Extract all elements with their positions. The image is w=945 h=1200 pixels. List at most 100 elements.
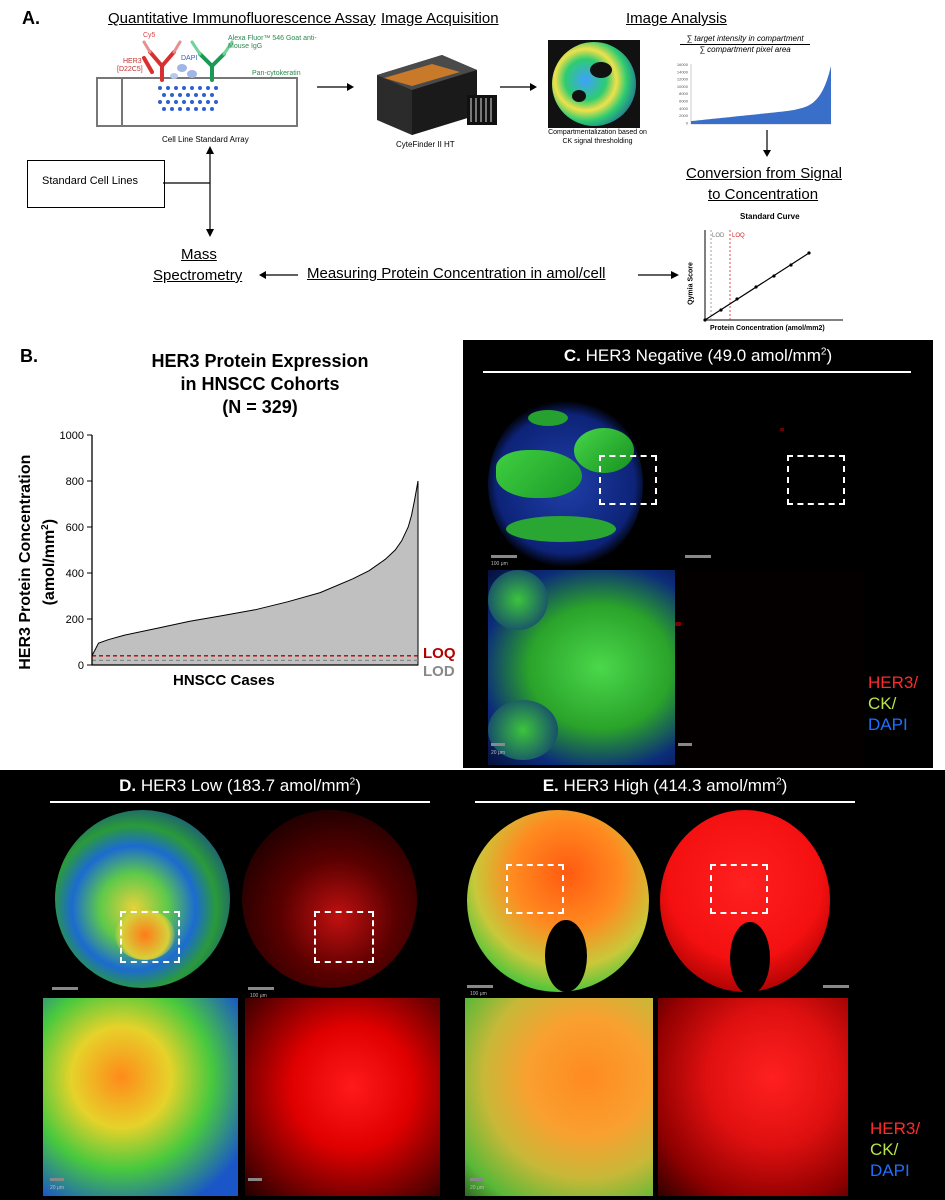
formula: ∑ target intensity in compartment ∑ comp…: [680, 34, 810, 54]
panel-d-overview-merged: [55, 810, 230, 988]
mini-tick-label: 10000: [677, 84, 689, 89]
her3-chart: 0 200 400 600 800 1000: [60, 430, 420, 672]
mass-label-1: Mass: [181, 246, 217, 263]
arrow-analysis-to-conversion: [763, 130, 771, 157]
panel-d-overview-her3: [242, 810, 417, 988]
legend-her3: HER3/: [870, 1119, 921, 1138]
panel-c-overview-her3: [688, 398, 843, 570]
panel-e-scale-text-100: 100 μm: [470, 991, 487, 997]
her3-clone-label: [D22C5]: [117, 66, 143, 73]
panel-e-zoom-her3: [658, 998, 848, 1196]
mass-label-2: Spectrometry: [153, 267, 243, 284]
panel-c-title: C. HER3 Negative (49.0 amol/mm2): [563, 346, 833, 365]
formula-numerator: ∑ target intensity in compartment: [680, 34, 810, 45]
standard-cell-lines-box: Standard Cell Lines: [27, 160, 165, 208]
panel-d-title: D. HER3 Low (183.7 amol/mm2): [119, 776, 361, 795]
arrow-acq-to-analysis: [500, 83, 537, 91]
std-curve-title: Standard Curve: [740, 212, 800, 221]
cytefinder-device: [377, 55, 497, 135]
arrow-to-std-curve: [638, 271, 679, 279]
cy5-label: Cy5: [143, 32, 156, 39]
dapi-label: DAPI: [181, 55, 198, 62]
y-tick-label: 400: [66, 568, 84, 580]
panel-c: C. HER3 Negative (49.0 amol/mm2) 100 μm …: [463, 340, 933, 768]
panel-c-scalebar-100-her3: [685, 555, 711, 558]
pancytokeratin-label: Pan-cytokeratin: [252, 70, 301, 77]
chart-area-series: [91, 480, 419, 666]
mini-intensity-chart: 16000 14000 12000 10000 8000 6000 4000 2000 0: [677, 62, 831, 125]
panel-c-scalebar-20-her3: [678, 743, 692, 746]
panel-d-scale-text-100: 100 μm: [250, 993, 267, 999]
conversion-heading-1: Conversion from Signal: [686, 165, 842, 182]
chart-title-line-2: in HNSCC Cohorts: [180, 374, 340, 394]
mini-tick-label: 8000: [679, 91, 689, 96]
arrow-to-mass: [259, 271, 298, 279]
panel-e-scalebar-100-her3: [823, 985, 849, 988]
mini-tick-label: 0: [686, 120, 689, 125]
panel-e-scalebar-20-merged: [470, 1178, 484, 1181]
panel-d-roi-her3: [314, 911, 374, 963]
chart-loq-label: LOQ: [423, 645, 456, 662]
chart-title-line-1: HER3 Protein Expression: [151, 351, 369, 371]
chart-title: HER3 Protein Expression in HNSCC Cohorts…: [100, 350, 420, 419]
her3-antibody-label: HER3: [123, 58, 142, 65]
acquisition-heading: Image Acquisition: [381, 10, 499, 27]
y-tick-label: 200: [66, 614, 84, 626]
mini-tick-label: 2000: [679, 113, 689, 118]
panel-e-title: E. HER3 High (414.3 amol/mm2): [542, 776, 788, 795]
std-curve-lod: LOD: [712, 233, 725, 239]
assay-schematic: [96, 40, 298, 127]
y-tick-label: 600: [66, 522, 84, 534]
chart-x-label: HNSCC Cases: [173, 672, 275, 689]
panel-e-scalebar-100-merged: [467, 985, 493, 988]
legend-ck: CK/: [870, 1140, 899, 1159]
arrow-assay-to-acq: [317, 83, 354, 91]
conversion-heading-2: to Concentration: [708, 186, 819, 203]
panel-b-label: B.: [20, 346, 38, 366]
y-tick-label: 0: [78, 660, 84, 672]
panel-d-scalebar-20-her3: [248, 1178, 262, 1181]
alexa-label: Alexa Fluor™ 546 Goat anti-Mouse IgG: [228, 35, 317, 50]
panel-e-overview-her3: [660, 810, 830, 994]
std-curve-loq: LOQ: [732, 233, 745, 239]
cell-lines-connector: [163, 146, 214, 237]
panel-a-label: A.: [22, 8, 40, 28]
panel-c-overview-merged: [488, 398, 643, 570]
panel-d-zoom-her3: [245, 998, 440, 1196]
panel-d-zoom-merged: [43, 998, 238, 1196]
panel-c-divider: [483, 371, 911, 373]
y-tick-label: 1000: [60, 430, 84, 442]
panel-e-roi-merged: [506, 864, 564, 914]
mini-tick-label: 16000: [677, 62, 689, 67]
panel-d-scale-text-20: 20 μm: [50, 1185, 64, 1191]
panel-c-scalebar-100-merged: [491, 555, 517, 558]
panel-e-overview-merged: [467, 810, 649, 992]
panel-e-scale-text-20: 20 μm: [470, 1185, 484, 1191]
mini-tick-label: 14000: [677, 69, 689, 74]
chart-title-line-3: (N = 329): [222, 397, 298, 417]
panel-d-roi-merged: [120, 911, 180, 963]
compartmentalization-image: [548, 40, 640, 128]
analysis-heading: Image Analysis: [626, 10, 727, 27]
panel-c-zoom-merged: [488, 570, 675, 765]
panel-e-legend: HER3/ CK/ DAPI: [870, 1118, 920, 1181]
std-curve-xlabel: Protein Concentration (amol/mm2): [710, 325, 825, 332]
panel-d-scalebar-100-merged: [52, 987, 78, 990]
panels-d-e: D. HER3 Low (183.7 amol/mm2) E. HER3 Hig…: [0, 770, 945, 1200]
panel-c-legend: HER3/ CK/ DAPI: [868, 672, 918, 735]
formula-denominator: ∑ compartment pixel area: [699, 45, 791, 54]
std-curve-ylabel: Qymia Score: [687, 262, 695, 305]
panel-d-scalebar-100-her3: [248, 987, 274, 990]
panel-c-scale-text-20: 20 μm: [491, 750, 505, 756]
panel-d-divider: [50, 801, 430, 803]
mini-tick-label: 4000: [679, 106, 689, 111]
panel-e-zoom-merged: [465, 998, 653, 1196]
mini-tick-label: 6000: [679, 99, 689, 104]
y-tick-label: 800: [66, 476, 84, 488]
y-axis-label-1: HER3 Protein Concentration: [16, 454, 34, 670]
assay-heading: Quantitative Immunofluorescence Assay: [108, 10, 376, 27]
legend-ck: CK/: [868, 694, 897, 713]
panel-c-roi-merged: [599, 455, 657, 505]
standard-cell-lines-label: Standard Cell Lines: [42, 175, 139, 187]
legend-her3: HER3/: [868, 673, 919, 692]
